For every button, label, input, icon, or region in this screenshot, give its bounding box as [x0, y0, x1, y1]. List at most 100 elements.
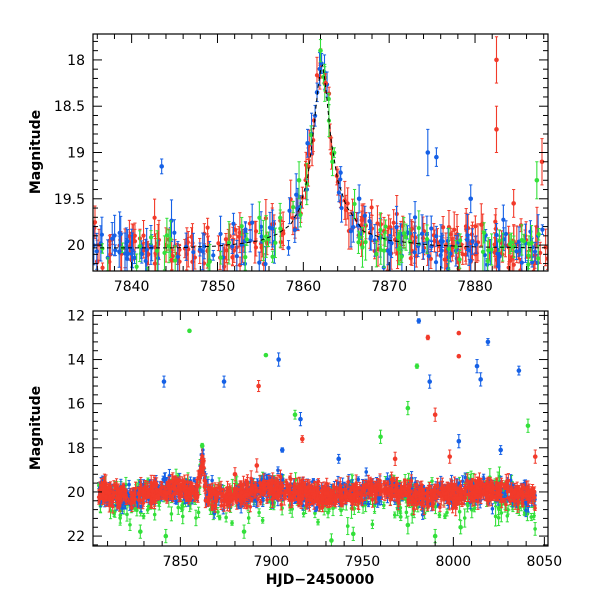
data-point: [194, 516, 198, 520]
data-point: [533, 527, 537, 531]
data-point: [211, 253, 216, 258]
data-point: [492, 242, 497, 247]
data-point: [224, 515, 228, 520]
data-point: [394, 224, 399, 230]
data-point: [301, 511, 306, 516]
data-point: [304, 181, 309, 187]
data-point: [305, 140, 310, 146]
x-tick-label: 7870: [371, 279, 407, 295]
data-point: [260, 518, 265, 523]
data-point: [519, 260, 524, 265]
data-point: [155, 256, 161, 261]
data-point: [496, 515, 501, 520]
data-point: [206, 262, 211, 267]
data-point: [356, 196, 362, 202]
data-point: [521, 239, 527, 244]
data-point: [480, 249, 486, 254]
data-point: [173, 258, 178, 263]
model-curve: [93, 64, 548, 249]
x-tick-label: 7880: [457, 279, 493, 295]
x-tick-label: 7840: [114, 279, 150, 295]
data-point: [351, 224, 356, 230]
data-point: [125, 512, 129, 517]
data-point: [230, 255, 235, 260]
data-point: [148, 235, 154, 240]
data-point: [526, 262, 531, 267]
data-point: [433, 504, 438, 509]
data-point: [445, 510, 449, 515]
data-point: [445, 238, 451, 243]
data-point: [348, 229, 354, 234]
data-point: [246, 516, 251, 520]
data-point: [141, 233, 146, 238]
data-point: [313, 113, 318, 118]
x-tick-label: 7860: [286, 279, 322, 295]
data-point: [535, 260, 540, 265]
data-point: [486, 248, 491, 253]
data-point: [110, 236, 115, 241]
data-point: [230, 521, 234, 525]
data-point: [177, 259, 182, 264]
data-point: [388, 251, 393, 256]
data-point: [360, 245, 365, 250]
data-point: [257, 215, 262, 220]
data-point: [231, 221, 236, 226]
data-point: [100, 265, 105, 270]
data-point: [396, 247, 401, 252]
data-point: [426, 253, 431, 259]
data-point: [399, 254, 404, 259]
data-point: [270, 254, 275, 259]
data-point: [338, 170, 343, 175]
data-point: [494, 57, 499, 63]
data-point: [469, 232, 474, 237]
data-point: [532, 249, 538, 254]
data-point: [191, 250, 196, 255]
data-point: [360, 217, 365, 223]
data-point: [144, 247, 149, 252]
y-tick-label: 18.5: [54, 99, 85, 115]
data-point: [205, 225, 210, 230]
data-point: [244, 237, 249, 242]
data-point: [308, 132, 314, 138]
data-point: [331, 506, 335, 511]
data-point: [460, 252, 465, 257]
data-point: [294, 192, 299, 197]
data-point: [530, 260, 535, 265]
data-point: [237, 262, 243, 268]
data-point: [118, 516, 122, 520]
data-point: [225, 273, 229, 277]
data-point: [278, 240, 283, 245]
data-point: [132, 239, 138, 244]
data-point: [145, 272, 149, 276]
data-point: [457, 509, 462, 514]
data-point: [287, 208, 292, 213]
data-point: [468, 196, 474, 202]
data-point: [263, 261, 268, 267]
data-point: [237, 230, 243, 235]
data-point: [152, 215, 157, 220]
data-point: [152, 512, 157, 517]
data-point: [100, 246, 105, 251]
data-point: [169, 257, 174, 262]
data-point: [419, 231, 425, 236]
data-point: [177, 247, 182, 252]
data-point: [434, 234, 439, 239]
data-point: [130, 248, 135, 253]
data-point: [196, 510, 201, 515]
data-point: [278, 215, 283, 220]
data-point: [539, 159, 545, 165]
y-tick-label: 19.5: [54, 192, 85, 208]
data-point: [448, 232, 453, 237]
data-point: [250, 220, 255, 225]
data-point: [248, 238, 253, 243]
data-point: [175, 254, 180, 259]
data-point: [534, 177, 540, 183]
data-point: [440, 225, 446, 230]
data-point: [374, 251, 379, 257]
data-point: [296, 177, 302, 183]
top-y-axis-label: Magnitude: [28, 110, 44, 194]
y-tick-label: 18: [67, 53, 85, 69]
data-point: [189, 234, 194, 239]
data-point: [135, 508, 139, 513]
data-point: [93, 220, 98, 225]
